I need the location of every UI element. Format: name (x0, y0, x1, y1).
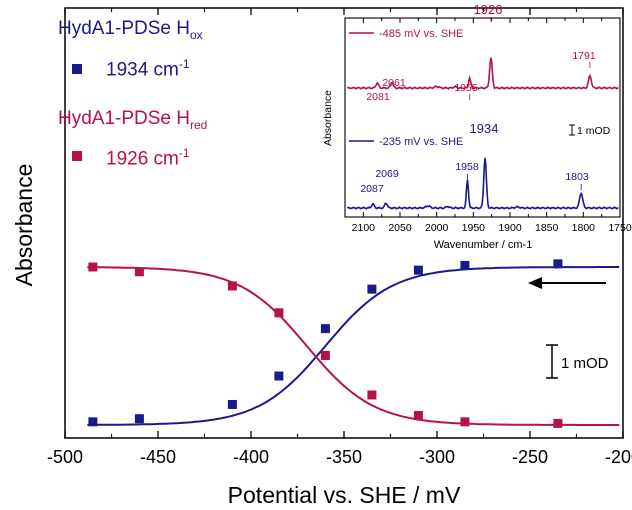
legend-marker (72, 64, 82, 74)
inset-x-tick-label: 2000 (425, 222, 449, 234)
data-point (553, 259, 563, 269)
inset-spectrum-red (347, 57, 619, 90)
legend-red-value: 1926 cm-1 (106, 146, 190, 170)
data-point (320, 350, 330, 360)
data-point (320, 324, 330, 334)
legend-ox-name-text: HydA1-PDSe H (58, 18, 190, 39)
data-point (227, 399, 237, 409)
x-tick-label: -300 (419, 447, 455, 467)
data-point (88, 417, 98, 427)
x-tick-label: -250 (512, 447, 548, 467)
legend-red-name-text: HydA1-PDSe H (58, 108, 190, 129)
data-point (553, 418, 563, 428)
inset-legend-ox: -235 mV vs. SHE (379, 136, 463, 148)
data-point (274, 371, 284, 381)
legend-red-sup: -1 (178, 146, 190, 160)
inset-plot: 2100 2050 2000 1950 1900 1850 1800 1750 Wavenumb… (322, 2, 632, 251)
legend-ox-value-text: 1934 cm (106, 59, 179, 81)
inset-x-tick-label: 1950 (462, 222, 486, 234)
data-point (88, 262, 98, 272)
direction-arrow-head (528, 277, 542, 289)
x-tick-label: -400 (233, 447, 269, 467)
x-tick-label: -200 (605, 447, 632, 467)
legend-ox-sup: -1 (178, 57, 190, 71)
inset-peak-label-red: 1955 (454, 82, 478, 94)
legend-red-sub: red (190, 117, 208, 132)
x-tick-label: -450 (140, 447, 176, 467)
inset-x-tick-label: 2100 (352, 222, 376, 234)
x-tick-label: -350 (326, 447, 362, 467)
fit-curve (87, 266, 620, 426)
legend-red-name: HydA1-PDSe Hred (58, 108, 207, 132)
inset-peak-label-ox: 1934 (470, 121, 499, 136)
inset-spectrum-ox (347, 157, 619, 210)
inset-x-tick-label: 1750 (608, 222, 632, 234)
data-point (413, 265, 423, 275)
main-plot: -500 -450 -400 -350 -300 -250 -200 Potential vs… (11, 7, 632, 508)
inset-peak-label-red: 2061 (382, 77, 406, 89)
inset-x-tick-label: 1800 (572, 222, 596, 234)
data-point (134, 267, 144, 277)
legend-marker (72, 151, 82, 161)
x-tick-label: -500 (47, 447, 83, 467)
inset-y-axis-label: Absorbance (322, 90, 334, 146)
inset-peak-label-red: 1926 (474, 2, 503, 17)
inset-peak-label-ox: 1803 (565, 171, 589, 183)
data-point (134, 414, 144, 424)
inset-peak-label-ox: 2069 (375, 168, 399, 180)
inset-peak-label-ox: 2087 (360, 183, 384, 195)
inset-x-tick-label: 1850 (535, 222, 559, 234)
inset-scalebar-label: 1 mOD (577, 125, 611, 137)
inset-x-axis-label: Wavenumber / cm-1 (434, 239, 533, 251)
scalebar-label: 1 mOD (561, 355, 609, 372)
fit-curve (87, 266, 620, 426)
data-point (274, 308, 284, 318)
data-point (460, 260, 470, 270)
legend-ox-value: 1934 cm-1 (106, 57, 190, 81)
inset-peak-label-red: 2081 (366, 91, 390, 103)
legend-red-value-text: 1926 cm (106, 148, 179, 170)
x-axis-label: Potential vs. SHE / mV (228, 482, 461, 508)
inset-x-tick-label: 2050 (388, 222, 412, 234)
inset-peak-label-red: 1791 (572, 50, 596, 62)
y-axis-label: Absorbance (11, 164, 37, 287)
legend-ox-name: HydA1-PDSe Hox (58, 18, 203, 42)
inset-frame (344, 17, 621, 218)
legend-ox-sub: ox (190, 27, 203, 42)
inset-x-tick-label: 1900 (498, 222, 522, 234)
inset-legend-red: -485 mV vs. SHE (379, 28, 463, 40)
data-point (227, 281, 237, 291)
data-point (367, 390, 377, 400)
data-point (460, 417, 470, 427)
data-point (413, 411, 423, 421)
data-point (367, 284, 377, 294)
inset-peak-label-ox: 1958 (455, 161, 479, 173)
